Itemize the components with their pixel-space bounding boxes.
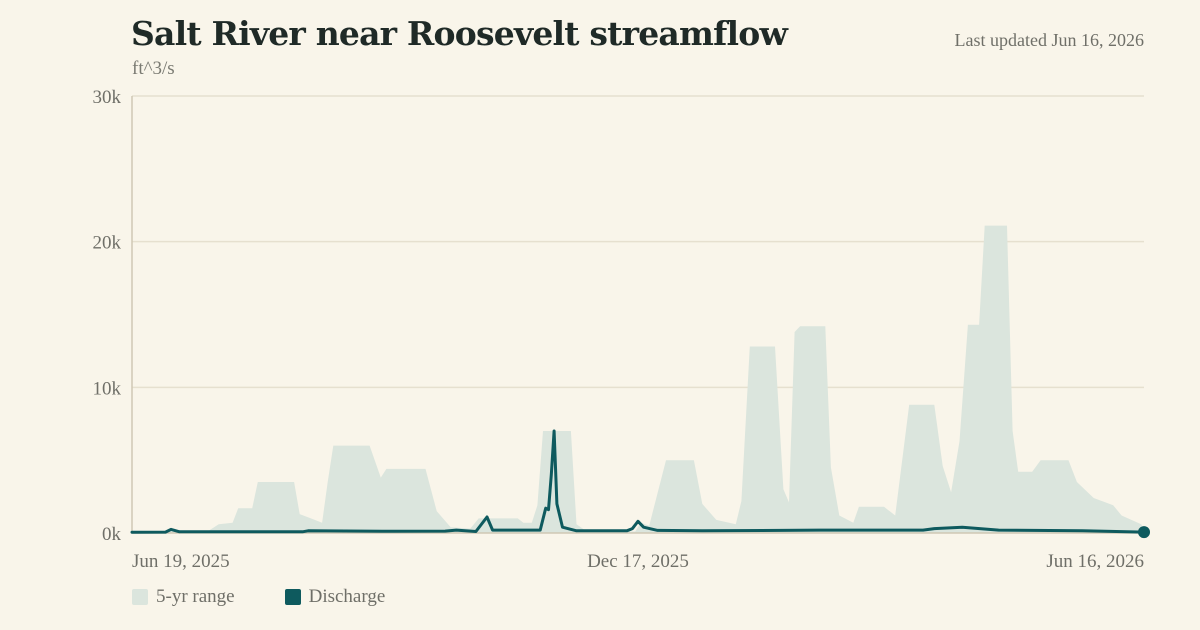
tick-labels: 0k 10k 20k 30k Jun 19, 2025 Dec 17, 2025 Jun 1… [93, 87, 1145, 572]
range-band-layer [132, 225, 1144, 533]
unit-label: ft^3/s [132, 58, 175, 79]
x-tick-label: Dec 17, 2025 [587, 551, 689, 572]
legend-item-range: 5-yr range [132, 586, 235, 608]
last-updated-text: Last updated Jun 16, 2026 [954, 30, 1144, 50]
legend: 5-yr range Discharge [132, 586, 435, 608]
x-tick-label: Jun 16, 2026 [1046, 551, 1144, 572]
legend-item-discharge: Discharge [284, 586, 386, 608]
discharge-line [130, 429, 1146, 534]
discharge-line-layer [130, 429, 1150, 539]
chart-title: Salt River near Roosevelt streamflow [131, 14, 788, 53]
legend-range-label: 5-yr range [156, 586, 235, 607]
y-tick-label: 0k [102, 524, 122, 545]
range-swatch-icon [132, 589, 148, 605]
range-band-area [132, 225, 1144, 533]
legend-discharge-label: Discharge [308, 586, 386, 607]
discharge-swatch-icon [284, 589, 301, 605]
y-tick-label: 20k [93, 233, 122, 254]
x-tick-label: Jun 19, 2025 [132, 551, 230, 572]
discharge-latest-point [1138, 526, 1150, 539]
y-tick-label: 10k [93, 378, 122, 399]
y-tick-label: 30k [93, 87, 122, 108]
